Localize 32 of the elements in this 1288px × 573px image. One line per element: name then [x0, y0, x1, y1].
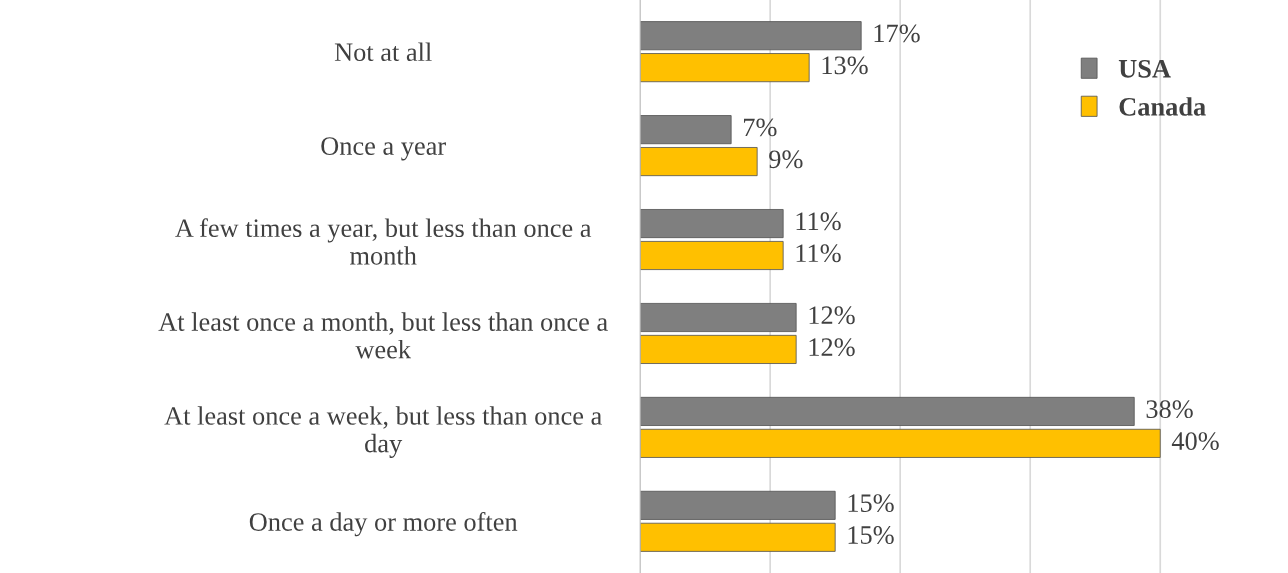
data-label: 11%	[796, 212, 841, 231]
data-label: 11%	[796, 244, 841, 263]
data-label: 15%	[848, 526, 894, 544]
legend-label: Canada	[1119, 97, 1206, 116]
data-label: 40%	[1171, 432, 1219, 451]
bar	[640, 115, 732, 145]
data-label: 12%	[809, 306, 855, 325]
legend-label: USA	[1118, 59, 1171, 78]
data-label: 17%	[874, 24, 920, 43]
y-tick-label: At least once a month, but less than once a week	[158, 312, 608, 359]
bar	[640, 21, 862, 51]
y-tick-label: Once a year	[321, 137, 446, 161]
bar	[640, 209, 784, 239]
y-tick-label: At least once a week, but less than once a day	[164, 406, 602, 458]
data-label: 7%	[744, 118, 777, 137]
bar	[640, 334, 797, 364]
bar	[640, 302, 797, 333]
data-label: 15%	[848, 494, 894, 513]
bar	[640, 428, 1161, 458]
y-tick-label: Not at all	[334, 42, 432, 62]
data-label: 38%	[1146, 400, 1193, 419]
bar	[640, 147, 758, 177]
data-label: 13%	[822, 56, 868, 75]
y-tick-label: Once a day or more often	[249, 512, 518, 537]
bar	[640, 522, 836, 552]
bar	[640, 396, 1135, 426]
bar	[640, 53, 810, 83]
bar	[640, 240, 784, 271]
data-label: 9%	[769, 150, 803, 169]
data-label: 12%	[809, 338, 855, 357]
bar	[640, 490, 836, 520]
y-tick-label: A few times a year, but less than once a month	[175, 218, 592, 265]
